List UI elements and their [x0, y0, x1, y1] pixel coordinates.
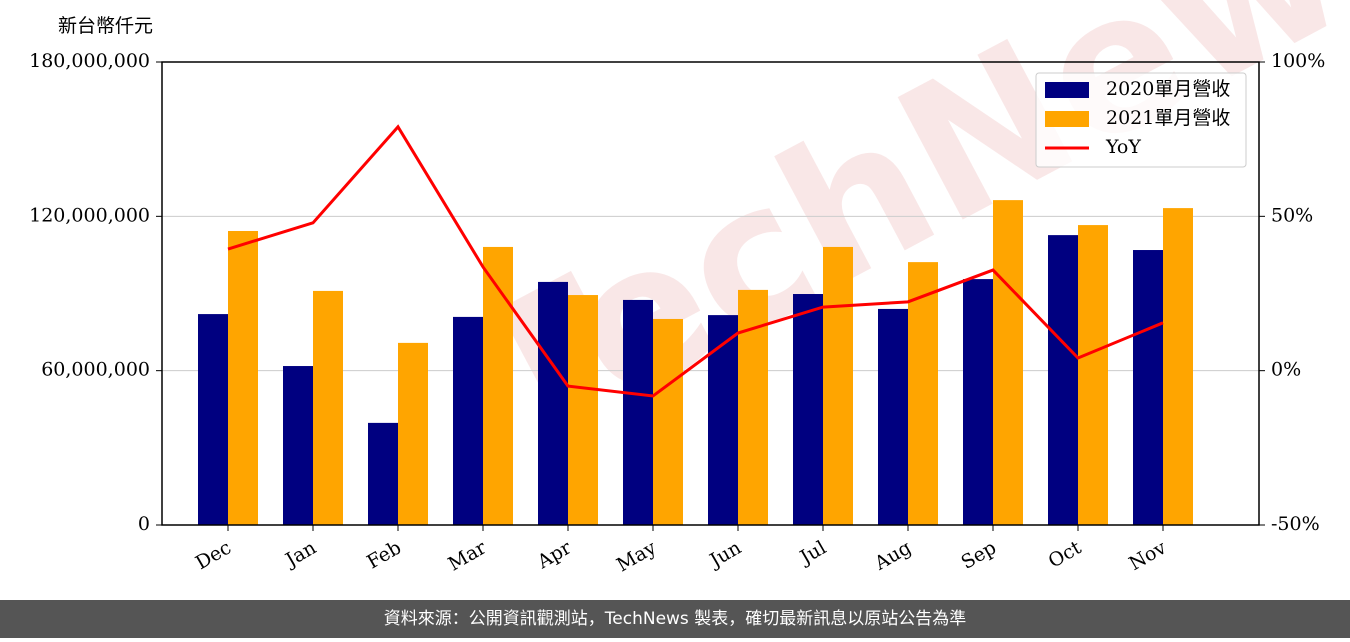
bar — [793, 294, 823, 525]
x-tick-label: Aug — [870, 537, 915, 576]
x-tick-label: Feb — [363, 537, 405, 574]
bar — [483, 246, 513, 525]
x-tick-label: Apr — [533, 536, 576, 573]
y-tick-label: 120,000,000 — [29, 204, 150, 226]
bar — [228, 230, 258, 525]
bar — [653, 318, 683, 525]
legend-label: 2021單月營收 — [1106, 107, 1230, 129]
bar — [198, 314, 228, 525]
legend-label: 2020單月營收 — [1106, 78, 1230, 100]
x-tick-label: Nov — [1125, 536, 1170, 575]
bar — [313, 290, 343, 525]
bar — [1078, 225, 1108, 525]
bar — [538, 281, 568, 525]
bar — [878, 308, 908, 525]
bar — [623, 299, 653, 525]
x-tick-label: Jan — [280, 537, 320, 573]
bar — [908, 262, 938, 525]
x-tick-label: Jul — [795, 537, 830, 570]
bar — [823, 246, 853, 525]
bar — [963, 279, 993, 525]
bar — [1048, 235, 1078, 526]
bar — [1163, 208, 1193, 525]
x-tick-label: May — [613, 536, 660, 576]
plot-frame — [161, 61, 1260, 526]
bar — [368, 422, 398, 525]
x-tick-label: Dec — [192, 537, 235, 575]
bar — [453, 316, 483, 525]
y2-tick-label: 0% — [1271, 359, 1301, 381]
y2-tick-label: -50% — [1271, 513, 1320, 535]
y-tick-label: 180,000,000 — [29, 50, 150, 72]
x-tick-label: Sep — [957, 537, 1000, 574]
y2-tick-label: 100% — [1271, 50, 1325, 72]
y-axis-label: 新台幣仟元 — [58, 15, 153, 37]
x-tick-label: Mar — [444, 536, 490, 575]
legend: 2020單月營收 2021單月營收 YoY — [1035, 72, 1247, 168]
x-tick-label: Oct — [1045, 536, 1086, 572]
bar — [568, 295, 598, 525]
x-tick-label: Jun — [704, 537, 745, 573]
bar — [283, 366, 313, 525]
legend-swatch — [1045, 82, 1089, 98]
source-note: 資料來源：公開資訊觀測站，TechNews 製表，確切最新訊息以原站公告為準 — [384, 609, 966, 629]
line — [227, 124, 1164, 398]
bar — [398, 342, 428, 525]
legend-swatch — [1045, 111, 1089, 127]
y-tick-label: 60,000,000 — [41, 359, 150, 381]
legend-label: YoY — [1105, 136, 1141, 158]
bar — [708, 315, 738, 525]
bar — [1133, 250, 1163, 525]
y2-tick-label: 50% — [1271, 204, 1313, 226]
bar — [993, 200, 1023, 525]
footer-bar — [0, 600, 1350, 638]
y-tick-label: 0 — [138, 513, 150, 535]
